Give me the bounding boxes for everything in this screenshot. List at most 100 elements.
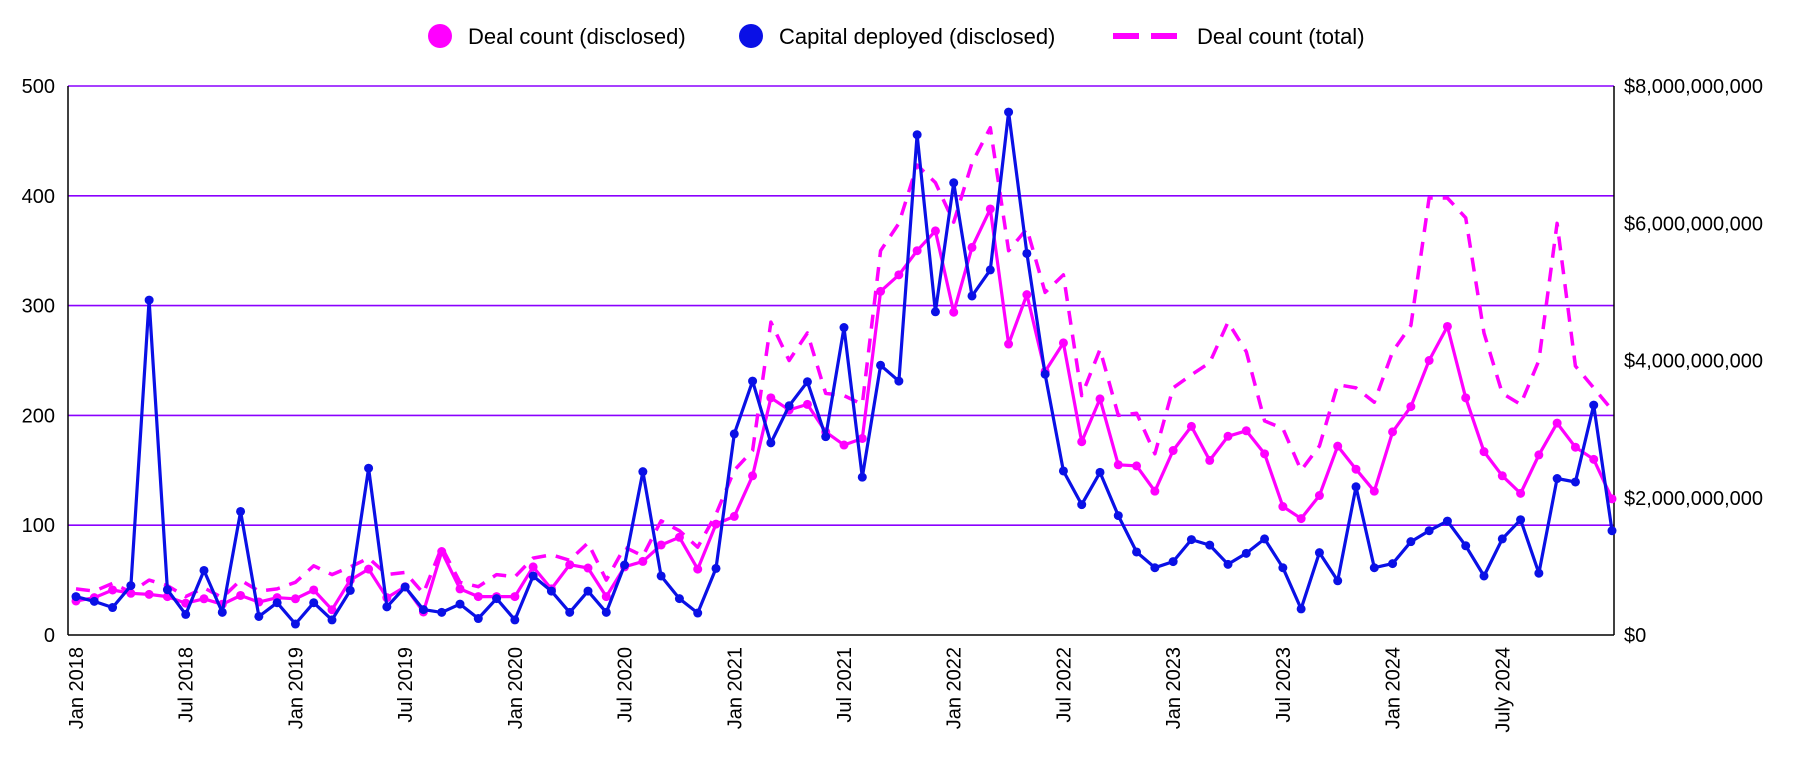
data-point: [711, 519, 721, 529]
y-left-tick-label: 100: [22, 515, 55, 537]
data-point: [1589, 400, 1599, 410]
data-point: [1369, 486, 1379, 496]
data-point: [1168, 557, 1178, 567]
x-tick-label: Jul 2022: [1053, 647, 1075, 723]
data-point: [528, 562, 538, 572]
data-point: [839, 323, 849, 333]
data-point: [1607, 526, 1617, 536]
data-point: [437, 547, 447, 557]
x-tick-group: Jul 2021: [834, 647, 856, 723]
data-point: [236, 590, 246, 600]
data-point: [345, 585, 355, 595]
data-point: [1479, 447, 1489, 457]
data-point: [894, 270, 904, 280]
data-point: [967, 291, 977, 301]
data-point: [144, 295, 154, 305]
data-point: [236, 506, 246, 516]
data-point: [1095, 467, 1105, 477]
y-left-tick-label: 500: [22, 76, 55, 98]
data-point: [1314, 548, 1324, 558]
series-line: [75, 207, 1614, 614]
data-point: [126, 581, 136, 591]
y-left-tick-label: 200: [22, 405, 55, 427]
data-point: [949, 307, 959, 317]
data-point: [1534, 450, 1544, 460]
data-point: [1461, 393, 1471, 403]
data-point: [583, 563, 593, 573]
data-point: [601, 607, 611, 617]
data-point: [583, 586, 593, 596]
grid-lines: [68, 85, 1614, 527]
data-point: [510, 592, 520, 602]
data-point: [1497, 534, 1507, 544]
x-tick-group: Jan 2019: [285, 647, 307, 729]
data-point: [1333, 576, 1343, 586]
data-point: [309, 598, 319, 608]
data-point: [1132, 461, 1142, 471]
data-point: [199, 565, 209, 575]
data-point: [857, 472, 867, 482]
data-point: [1077, 437, 1087, 447]
data-point: [1004, 339, 1014, 349]
x-tick-label: July 2024: [1492, 647, 1514, 733]
data-point: [1022, 290, 1032, 300]
x-tick-label: Jul 2018: [176, 647, 198, 723]
data-point: [290, 594, 300, 604]
x-tick-group: July 2024: [1492, 647, 1514, 733]
series-2: [75, 125, 1614, 600]
data-point: [656, 540, 666, 550]
data-point: [126, 588, 136, 598]
data-point: [400, 582, 410, 592]
x-tick-label: Jul 2020: [615, 647, 637, 723]
data-point: [1406, 402, 1416, 412]
data-point: [748, 376, 758, 386]
data-point: [217, 607, 227, 617]
data-point: [802, 399, 812, 409]
x-tick-group: Jan 2021: [724, 647, 746, 729]
data-point: [729, 429, 739, 439]
data-point: [1570, 442, 1580, 452]
y-right-tick-label: $0: [1624, 625, 1646, 647]
data-point: [108, 585, 118, 595]
data-point: [1113, 460, 1123, 470]
data-point: [181, 609, 191, 619]
data-point: [1388, 559, 1398, 569]
data-point: [1278, 563, 1288, 573]
data-point: [473, 592, 483, 602]
data-point: [1296, 604, 1306, 614]
data-point: [766, 438, 776, 448]
data-point: [876, 286, 886, 296]
data-point: [912, 130, 922, 140]
data-point: [309, 585, 319, 595]
data-point: [1479, 571, 1489, 581]
y-left-tick-label: 400: [22, 186, 55, 208]
x-tick-label: Jul 2021: [834, 647, 856, 723]
data-point: [912, 246, 922, 256]
data-point: [766, 393, 776, 403]
legend-item: Deal count (total): [1113, 24, 1365, 49]
data-point: [638, 467, 648, 477]
series-1: [71, 107, 1617, 629]
data-point: [1132, 547, 1142, 557]
series-line: [75, 125, 1614, 600]
data-point: [1296, 514, 1306, 524]
data-point: [1150, 563, 1160, 573]
data-point: [601, 592, 611, 602]
y-right-tick-label: $4,000,000,000: [1624, 351, 1763, 373]
x-tick-group: Jul 2020: [615, 647, 637, 723]
data-point: [1351, 464, 1361, 474]
x-tick-label: Jan 2020: [505, 647, 527, 729]
x-tick-group: Jan 2023: [1163, 647, 1185, 729]
data-point: [1333, 441, 1343, 451]
data-point: [528, 571, 538, 581]
data-point: [656, 571, 666, 581]
x-tick-group: Jul 2022: [1053, 647, 1075, 723]
data-point: [382, 602, 392, 612]
axes: 0 100 200 300 400 500 $0 $2,000,000,000 $4,000,0…: [22, 76, 1763, 733]
legend-swatch: [428, 24, 452, 48]
x-tick-label: Jan 2024: [1383, 647, 1405, 729]
legend-swatch: [739, 24, 763, 48]
data-point: [674, 594, 684, 604]
data-point: [729, 511, 739, 521]
